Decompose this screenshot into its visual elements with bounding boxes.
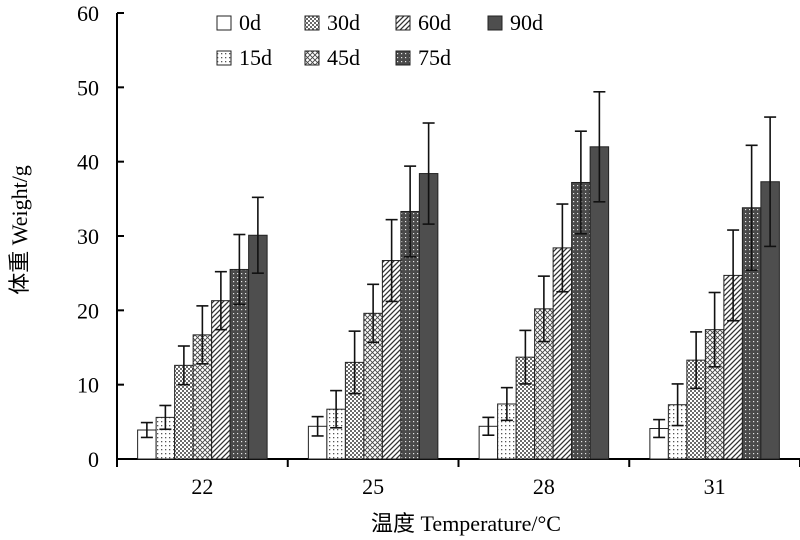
axes: 0 10 20 30 40 50 60 22 25 28 31 xyxy=(77,1,800,499)
x-tick-label: 22 xyxy=(191,474,213,499)
bars xyxy=(137,146,780,460)
y-tick-label: 40 xyxy=(77,150,99,175)
legend-swatch-75d xyxy=(395,50,411,66)
legend: 0d 30d 60d 90d 15d 45d 75d xyxy=(216,10,543,70)
legend-label-0d: 0d xyxy=(239,10,261,35)
x-tick-label: 31 xyxy=(704,474,726,499)
legend-label-30d: 30d xyxy=(327,10,360,35)
y-tick-label: 0 xyxy=(88,447,99,472)
legend-label-60d: 60d xyxy=(418,10,451,35)
legend-label-15d: 15d xyxy=(239,45,272,70)
error-bars xyxy=(140,90,777,439)
legend-swatch-60d xyxy=(395,15,411,31)
x-tick-label: 25 xyxy=(362,474,384,499)
y-tick-label: 60 xyxy=(77,1,99,26)
y-axis-title: 体重 Weight/g xyxy=(7,165,32,295)
x-tick-label: 28 xyxy=(533,474,555,499)
legend-swatch-45d xyxy=(304,50,320,66)
legend-swatch-0d xyxy=(216,15,232,31)
y-tick-label: 20 xyxy=(77,298,99,323)
legend-swatch-30d xyxy=(304,15,320,31)
legend-label-75d: 75d xyxy=(418,45,451,70)
legend-label-45d: 45d xyxy=(327,45,360,70)
legend-swatch-90d xyxy=(487,15,503,31)
y-tick-label: 10 xyxy=(77,373,99,398)
legend-swatch-15d xyxy=(216,50,232,66)
x-axis-title: 温度 Temperature/°C xyxy=(371,511,561,536)
y-tick-label: 50 xyxy=(77,75,99,100)
y-tick-label: 30 xyxy=(77,224,99,249)
legend-label-90d: 90d xyxy=(510,10,543,35)
